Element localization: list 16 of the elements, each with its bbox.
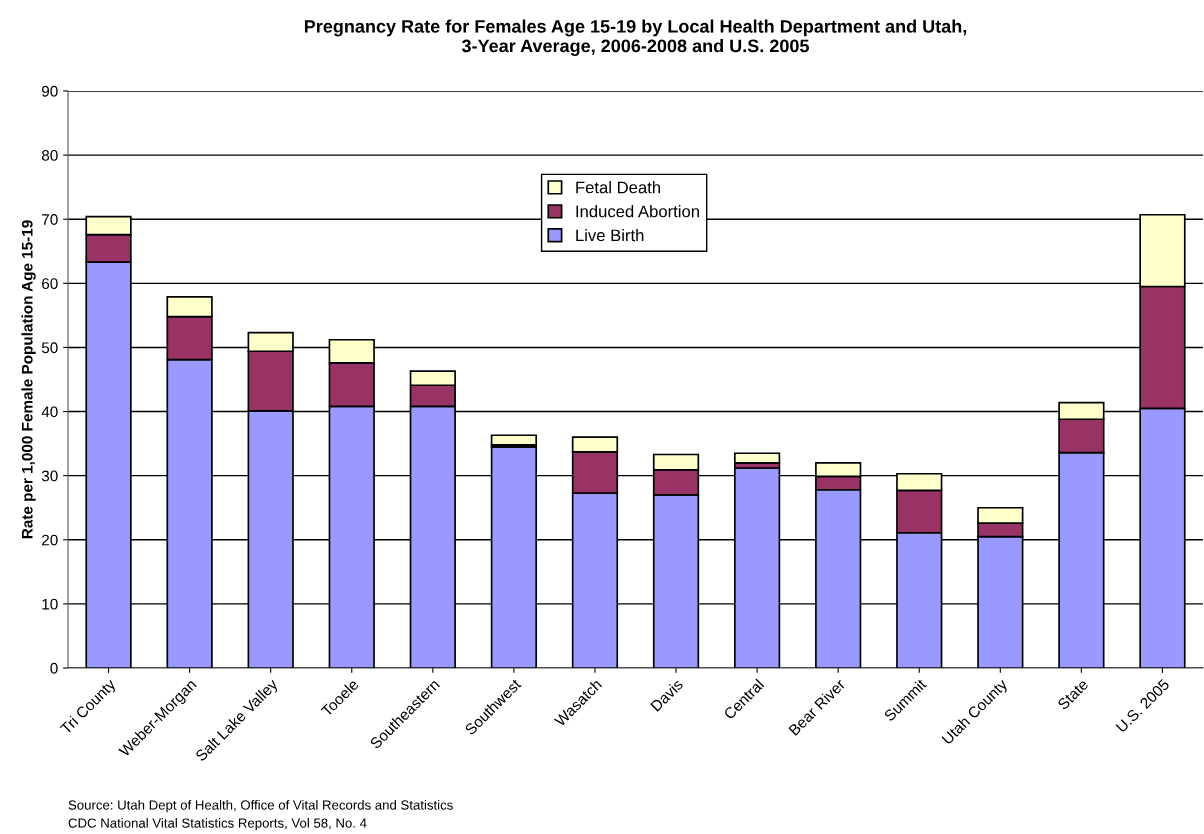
- y-tick-label: 10: [42, 598, 58, 610]
- y-tick-label: 40: [41, 406, 58, 418]
- legend-label: Induced Abortion: [576, 205, 699, 218]
- chart-title: Pregnancy Rate for Females Age 15-19 by Local Health Department and Utah, 3-Year Average, 2006-2008 and U.S. 2005: [304, 19, 967, 56]
- y-axis-title: Rate per 1,000 Female Population Age 15-19: [21, 220, 36, 539]
- y-tick-label: 0: [50, 662, 58, 674]
- y-tick-label: 70: [42, 214, 58, 225]
- source-note: Source: Utah Dept of Health, Office of Vital Records and Statistics CDC National Vital Statistics Reports, Vol 58, No. 4: [68, 800, 453, 831]
- y-tick-label: 60: [42, 278, 58, 290]
- y-tick-label: 80: [41, 149, 58, 161]
- y-tick-label: 20: [42, 534, 58, 546]
- y-tick-label: 30: [41, 470, 58, 482]
- y-tick-label: 50: [41, 342, 58, 354]
- legend-label: Live Birth: [576, 229, 644, 242]
- legend-label: Fetal Death: [576, 181, 661, 194]
- y-tick-label: 90: [42, 85, 58, 97]
